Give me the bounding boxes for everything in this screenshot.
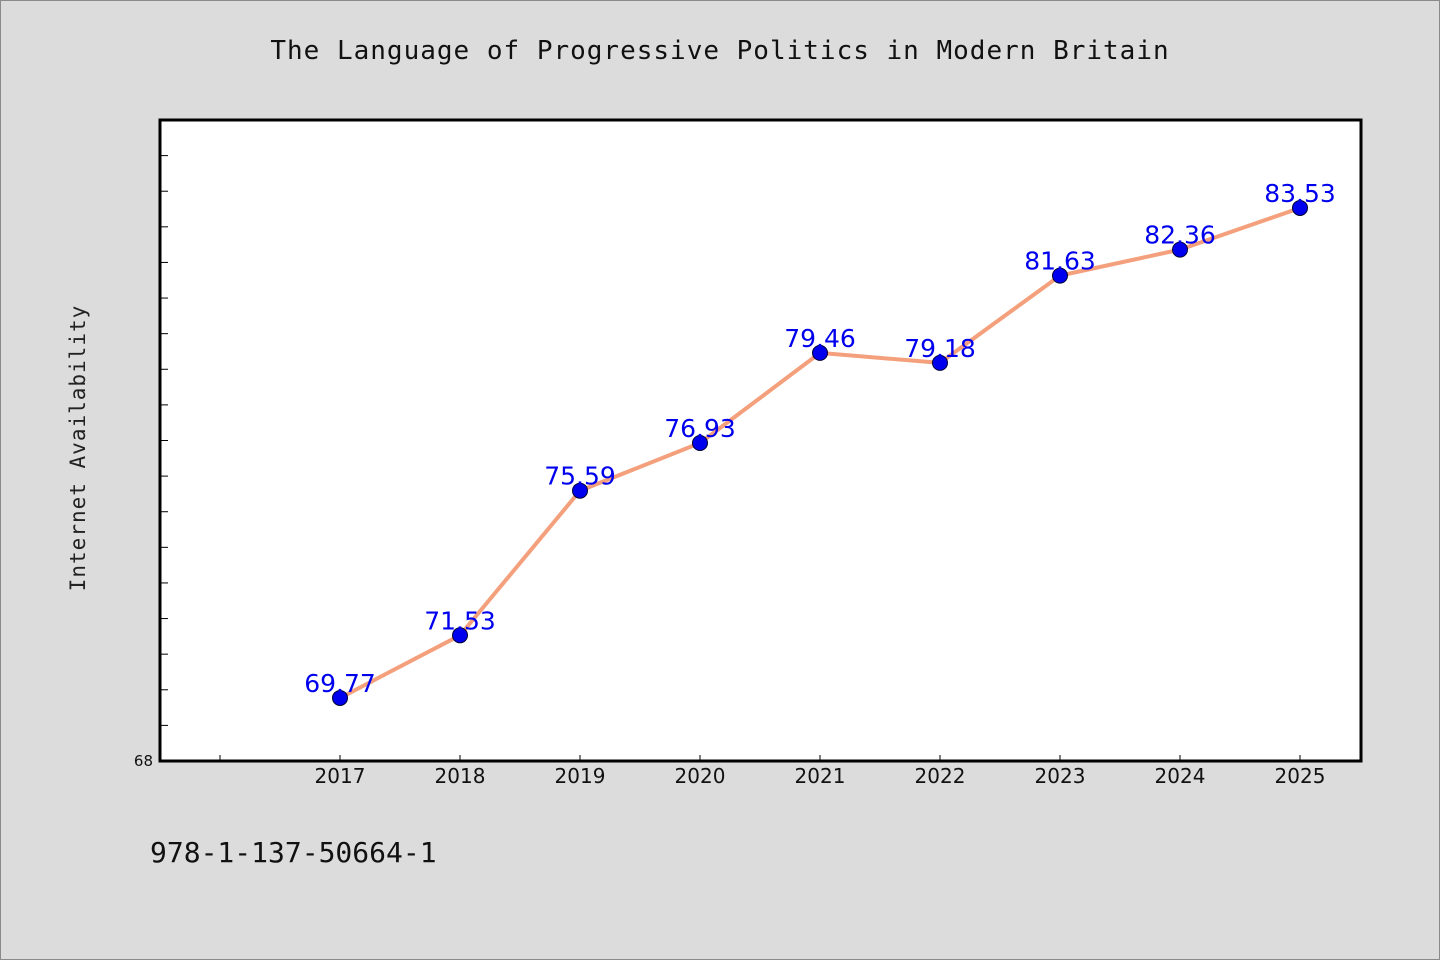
isbn-text: 978-1-137-50664-1	[150, 836, 437, 869]
x-tick-label: 2017	[315, 764, 366, 788]
x-tick-label: 2025	[1275, 764, 1326, 788]
x-tick-label: 2022	[915, 764, 966, 788]
data-labels: 69.77 71.53 75.59 76.93 79.46 79.18 81.63 82.36…	[304, 179, 1336, 698]
x-tick-label: 2023	[1035, 764, 1086, 788]
data-point	[692, 434, 708, 451]
data-label: 69.77	[304, 669, 376, 698]
data-label: 79.46	[784, 324, 856, 353]
data-label: 81.63	[1024, 247, 1096, 276]
data-label: 76.93	[664, 414, 736, 443]
x-tick-label: 2024	[1155, 764, 1206, 788]
x-tick-label: 2018	[435, 764, 486, 788]
data-label: 75.59	[544, 462, 616, 491]
x-tick-label: 2021	[795, 764, 846, 788]
data-label: 83.53	[1264, 179, 1336, 208]
y-tick-label-min: 68	[134, 752, 153, 770]
x-tick-label: 2019	[555, 764, 606, 788]
data-point	[452, 627, 468, 644]
data-point	[332, 689, 348, 706]
x-tick-labels: 2017 2018 2019 2020 2021 2022 2023 2024 2025	[315, 764, 1326, 788]
data-point	[1052, 267, 1068, 284]
data-point	[812, 344, 828, 361]
data-point	[1292, 199, 1308, 216]
chart-title: The Language of Progressive Politics in …	[270, 36, 1170, 66]
data-label: 79.18	[904, 334, 976, 363]
data-points	[332, 199, 1308, 706]
data-point	[572, 482, 588, 499]
x-tick-label: 2020	[675, 764, 726, 788]
plot-area	[158, 118, 1363, 763]
data-label: 71.53	[424, 606, 496, 635]
data-point	[1172, 241, 1188, 258]
axis-ticks	[160, 155, 1301, 761]
data-label: 82.36	[1144, 221, 1216, 250]
data-point	[932, 354, 948, 371]
